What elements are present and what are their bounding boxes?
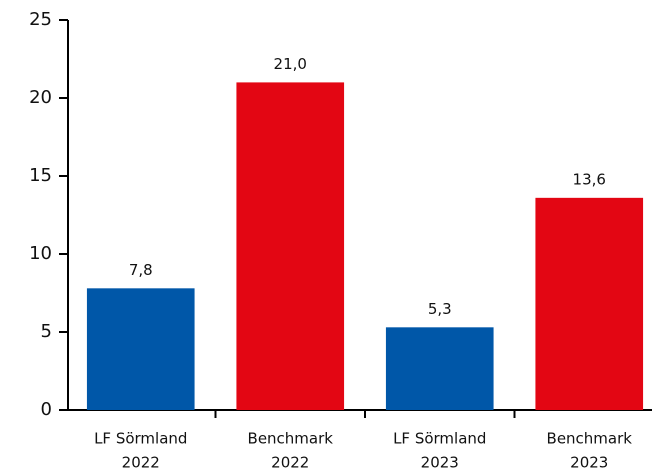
bar xyxy=(86,288,195,410)
x-tick-label: 2023 xyxy=(570,454,608,472)
y-tick-label: 5 xyxy=(41,321,52,342)
bar xyxy=(236,82,345,411)
y-tick-label: 20 xyxy=(29,87,52,108)
bar xyxy=(385,327,494,410)
y-tick-label: 15 xyxy=(29,165,52,186)
x-tick-label: LF Sörmland xyxy=(94,430,187,448)
x-tick-label: Benchmark xyxy=(248,430,334,448)
x-tick-label: 2022 xyxy=(122,454,160,472)
x-tick-label: LF Sörmland xyxy=(393,430,486,448)
data-label: 5,3 xyxy=(428,300,452,318)
data-label: 13,6 xyxy=(573,170,606,188)
y-tick-label: 0 xyxy=(41,399,52,420)
x-tick-label: 2022 xyxy=(271,454,309,472)
x-tick-label: Benchmark xyxy=(547,430,633,448)
x-tick-label: 2023 xyxy=(421,454,459,472)
bar xyxy=(535,197,644,410)
data-label: 7,8 xyxy=(129,261,153,279)
y-tick-label: 10 xyxy=(29,243,52,264)
data-label: 21,0 xyxy=(274,55,307,73)
y-tick-label: 25 xyxy=(29,9,52,30)
